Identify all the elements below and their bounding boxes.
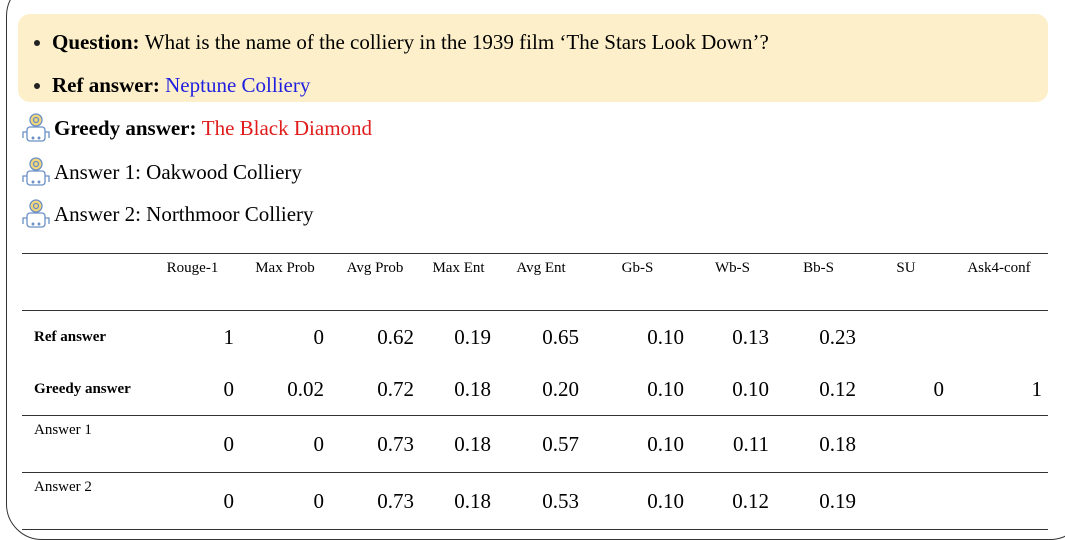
table-cell: 0.18: [420, 415, 497, 473]
table-cell: 0: [145, 415, 240, 473]
table-cell: 1: [1031, 376, 1043, 401]
robot-icon: [22, 199, 50, 228]
header-cell: Avg Prob: [330, 253, 420, 311]
table-cell: 0.73: [330, 472, 420, 530]
header-cell: Wb-S: [690, 253, 775, 311]
table-cell: 0.19: [775, 472, 862, 530]
table-cell: 0: [313, 324, 325, 349]
table-cell: 0.57: [497, 415, 585, 473]
robot-icon: [22, 157, 50, 186]
row-label: Answer 1: [22, 415, 145, 473]
empty-cell: [950, 472, 1048, 530]
header-cell: Ask4-conf: [950, 253, 1048, 311]
table-cell: 0.10: [585, 415, 690, 473]
table-row: Answer 2 0 0 0.73 0.18 0.53 0.10 0.12 0.19: [22, 472, 1048, 530]
table-cell: 0.19: [454, 324, 491, 349]
table-cell: 0.73: [330, 415, 420, 473]
bullet: [34, 39, 40, 46]
empty-cell: [950, 415, 1048, 473]
greedy-line: Greedy answer: The Black Diamond: [18, 110, 372, 146]
table-row: Answer 1 0 0 0.73 0.18 0.57 0.10 0.11 0.18: [22, 415, 1048, 473]
row-label: Answer 2: [22, 472, 145, 530]
table-row: Ref answer 1 0 0.62 0.19 0.65 0.10 0.13 0.23: [22, 311, 1048, 364]
question-text: What is the name of the colliery in the …: [144, 30, 769, 54]
row-label: Ref answer: [34, 328, 107, 345]
header-cell: SU: [862, 253, 950, 311]
header-cell: Avg Ent: [497, 253, 585, 311]
answer-line: Answer 2: Northmoor Colliery: [18, 196, 314, 232]
greedy-label: Greedy answer:: [54, 115, 197, 140]
table-cell: 0: [223, 376, 235, 401]
table-cell: 0.10: [732, 376, 769, 401]
question-line: Question: What is the name of the collie…: [34, 30, 769, 55]
ref-text: Neptune Colliery: [165, 73, 311, 97]
table-cell: 0.18: [420, 472, 497, 530]
table-cell: 0.10: [585, 472, 690, 530]
bullet: [34, 82, 40, 89]
greedy-text: The Black Diamond: [201, 115, 373, 140]
robot-icon: [22, 113, 50, 142]
table-cell: 0.53: [497, 472, 585, 530]
empty-cell: [950, 311, 1048, 364]
answer-text: Answer 1: Oakwood Colliery: [54, 159, 302, 184]
table-cell: 0.23: [819, 324, 856, 349]
table-cell: 0.11: [690, 415, 775, 473]
table-cell: 0.12: [819, 376, 856, 401]
header-cell: Gb-S: [585, 253, 690, 311]
metrics-table: Rouge-1 Max Prob Avg Prob Max Ent Avg Ent Gb-…: [22, 253, 1048, 530]
empty-cell: [862, 311, 950, 364]
ref-line: Ref answer: Neptune Colliery: [34, 73, 310, 98]
table-row: Greedy answer 0 0.02 0.72 0.18 0.20 0.10 0.10 0.…: [22, 363, 1048, 416]
table-cell: 0.13: [732, 324, 769, 349]
table-cell: 0.62: [377, 324, 414, 349]
table-cell: 0: [240, 415, 330, 473]
answer-line: Answer 1: Oakwood Colliery: [18, 154, 302, 190]
answer-text: Answer 2: Northmoor Colliery: [54, 201, 314, 226]
table-cell: 0.02: [287, 376, 324, 401]
header-cell: [22, 253, 145, 311]
page: Question: What is the name of the collie…: [6, 0, 1065, 540]
header-cell: Bb-S: [775, 253, 862, 311]
table-cell: 0: [933, 376, 945, 401]
header-row: Rouge-1 Max Prob Avg Prob Max Ent Avg Ent Gb-…: [22, 253, 1048, 311]
question-label: Question:: [52, 30, 140, 54]
header-cell: Max Ent: [420, 253, 497, 311]
table-cell: 0: [240, 472, 330, 530]
question-box: [18, 14, 1048, 102]
table-cell: 0.65: [542, 324, 579, 349]
table-cell: 0: [145, 472, 240, 530]
table-cell: 0.18: [775, 415, 862, 473]
empty-cell: [862, 415, 950, 473]
table-cell: 0.10: [647, 324, 684, 349]
header-cell: Max Prob: [240, 253, 330, 311]
empty-cell: [862, 472, 950, 530]
table-cell: 1: [223, 324, 235, 349]
table-cell: 0.18: [454, 376, 491, 401]
table-cell: 0.10: [647, 376, 684, 401]
row-label: Greedy answer: [34, 380, 131, 397]
table-cell: 0.72: [377, 376, 414, 401]
table-cell: 0.20: [542, 376, 579, 401]
ref-label: Ref answer:: [52, 73, 160, 97]
header-cell: Rouge-1: [145, 253, 240, 311]
table-cell: 0.12: [690, 472, 775, 530]
